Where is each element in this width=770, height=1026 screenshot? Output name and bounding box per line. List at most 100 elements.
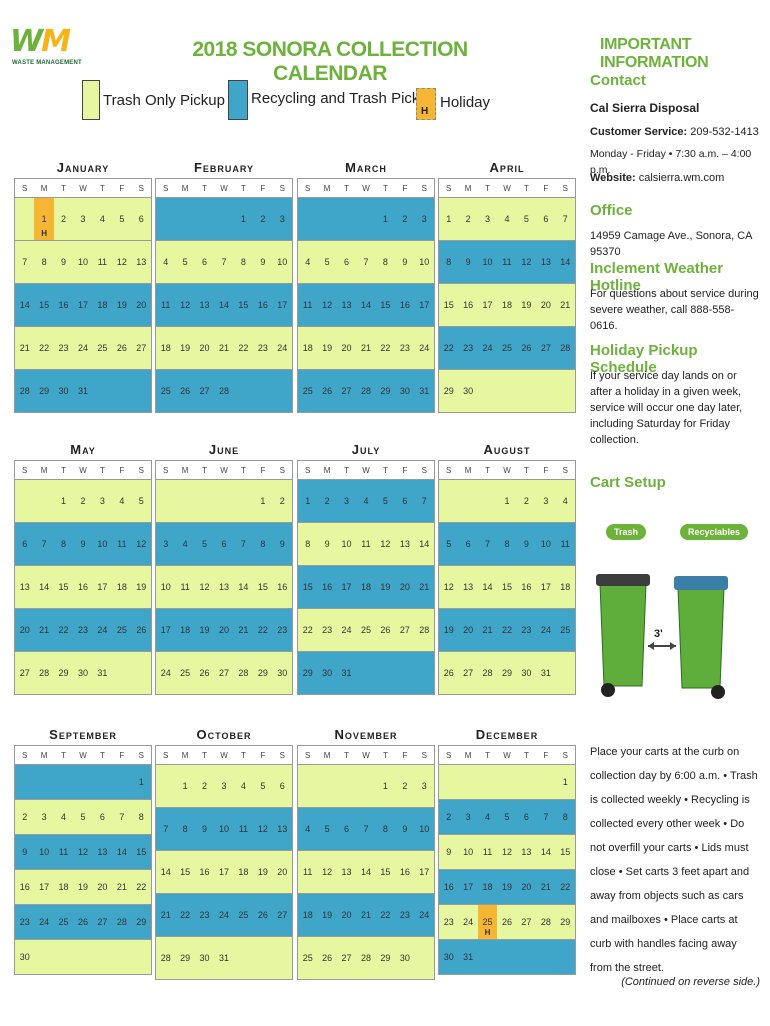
month-september: September S M T W T F S 1 2 3 4 5 6 7 8 9 10 11 12 13 14 15 16 1… — [14, 727, 152, 975]
day-number: 30 — [322, 668, 333, 678]
day-cell: 27 — [15, 652, 34, 694]
weekday-label: S — [305, 465, 311, 475]
day-cell: 17 — [337, 566, 356, 608]
day-number: 26 — [180, 386, 191, 396]
day-number: 14 — [360, 867, 371, 877]
month-name: January — [56, 160, 110, 175]
day-number: 27 — [341, 386, 352, 396]
week-row: 21 22 23 24 25 26 27 — [15, 326, 151, 369]
day-number: 22 — [560, 882, 571, 892]
day-cell: 12 — [439, 566, 458, 608]
weekday-label: S — [562, 465, 568, 475]
day-cell: 27 — [214, 652, 233, 694]
day-cell — [112, 652, 131, 694]
day-cell: 13 — [214, 566, 233, 608]
day-cell: 12 — [317, 284, 336, 326]
day-number: 10 — [463, 847, 474, 857]
day-cell: 23 — [73, 609, 92, 651]
day-cell: 2 — [317, 480, 336, 522]
day-number: 19 — [180, 343, 191, 353]
day-cell: 14 — [112, 835, 131, 869]
day-cell: 5 — [112, 198, 131, 240]
contact-title: Contact — [590, 72, 646, 89]
day-cell: 9 — [195, 808, 214, 850]
day-cell: 3 — [478, 198, 497, 240]
day-cell — [253, 937, 272, 979]
day-number: 9 — [402, 824, 408, 834]
day-number: 25 — [482, 917, 493, 927]
weekday-label: M — [323, 750, 331, 760]
day-number: 14 — [540, 847, 551, 857]
week-row: 1 2 3 — [298, 765, 434, 807]
day-cell: 30 — [517, 652, 536, 694]
day-cell: 25 — [156, 370, 175, 412]
day-number: 22 — [136, 882, 147, 892]
month-grid: 1 2 3 4 5 6 7 8 9 10 11 12 13 14 15 16 17 18 19 20 21 22 23 24 2… — [155, 197, 293, 413]
day-number: 2 — [446, 812, 452, 822]
day-number: 2 — [61, 214, 67, 224]
day-cell — [175, 480, 194, 522]
day-cell: 2 — [517, 480, 536, 522]
day-number: 22 — [238, 343, 249, 353]
day-number: 3 — [543, 496, 549, 506]
day-cell: 10 — [273, 241, 292, 283]
day-cell: 21 — [356, 327, 375, 369]
day-cell: 13 — [93, 835, 112, 869]
day-cell: 16 — [195, 851, 214, 893]
month-april: April S M T W T F S 1 2 3 4 5 6 7 8 9 10 11 12 13 14 15 16 17 18 1… — [438, 160, 576, 413]
day-cell: 17 — [34, 870, 53, 904]
day-number: 8 — [41, 257, 47, 267]
day-cell: 8 — [234, 241, 253, 283]
day-cell: 24 — [156, 652, 175, 694]
day-cell: 4 — [112, 480, 131, 522]
day-number: 15 — [39, 300, 50, 310]
day-cell: 30 — [54, 370, 73, 412]
day-number: 20 — [277, 867, 288, 877]
weekday-label: S — [138, 465, 144, 475]
day-number: 23 — [322, 625, 333, 635]
day-cell: 6 — [337, 808, 356, 850]
day-number: 1 — [240, 214, 246, 224]
day-number: 5 — [324, 257, 330, 267]
day-number: 21 — [482, 625, 493, 635]
day-cell: 31 — [337, 652, 356, 694]
day-cell: 16 — [317, 566, 336, 608]
day-cell: 14 — [234, 566, 253, 608]
day-number: 19 — [521, 300, 532, 310]
day-number: 1 — [446, 214, 452, 224]
day-number: 24 — [463, 917, 474, 927]
day-cell: 11 — [478, 835, 497, 869]
day-cell: 12 — [376, 523, 395, 565]
day-cell: 20 — [132, 284, 151, 326]
day-cell — [73, 940, 92, 974]
weekday-label: S — [138, 183, 144, 193]
day-cell: 7 — [415, 480, 434, 522]
day-cell — [112, 765, 131, 799]
weekday-label: T — [523, 183, 529, 193]
day-number: 26 — [501, 917, 512, 927]
week-row: 12 13 14 15 16 17 18 — [439, 565, 575, 608]
day-cell: 29 — [175, 937, 194, 979]
month-grid: 1 2 3 4 5 6 7 8 9 10 11 12 13 14 15 16 17 18 19 20 21 22 23 24 2… — [297, 764, 435, 980]
day-cell: 2 — [195, 765, 214, 807]
day-number: 28 — [482, 668, 493, 678]
day-cell: 6 — [517, 800, 536, 834]
day-number: 7 — [562, 214, 568, 224]
day-cell: 7 — [214, 241, 233, 283]
day-cell: 27 — [93, 905, 112, 939]
day-number: 31 — [540, 668, 551, 678]
day-cell: 6 — [214, 523, 233, 565]
week-row: 29 30 — [439, 369, 575, 412]
day-cell: 27 — [132, 327, 151, 369]
day-number: 22 — [39, 343, 50, 353]
day-number: 15 — [501, 582, 512, 592]
day-number: 7 — [41, 539, 47, 549]
day-cell: 13 — [337, 284, 356, 326]
day-number: 20 — [19, 625, 30, 635]
weekday-label: S — [163, 183, 169, 193]
day-number: 20 — [540, 300, 551, 310]
legend-swatch-trash — [82, 80, 100, 120]
day-cell: 29 — [132, 905, 151, 939]
day-cell: 16 — [54, 284, 73, 326]
